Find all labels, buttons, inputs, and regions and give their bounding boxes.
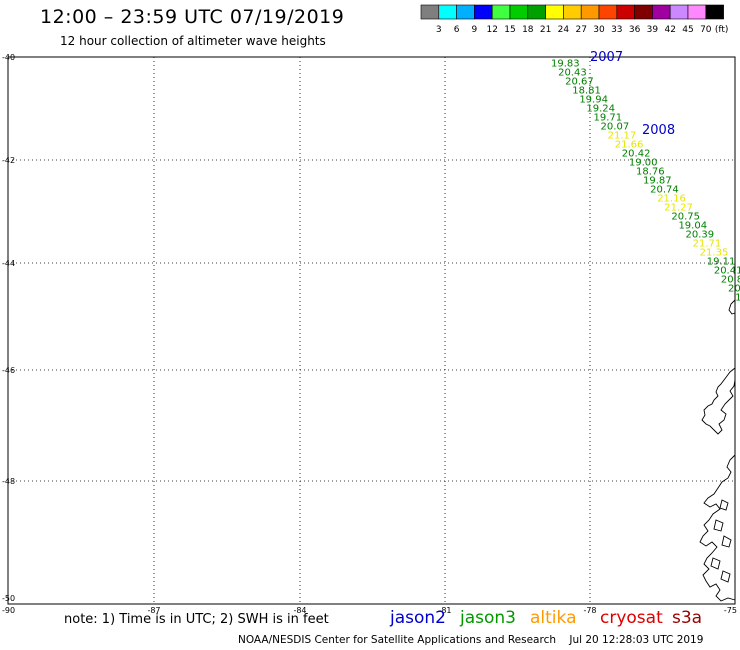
- latitude-tick-label: -44: [2, 259, 15, 268]
- latitude-tick-label: -40: [2, 53, 15, 62]
- satellite-legend-cryosat: cryosat: [600, 608, 663, 628]
- color-scale-label: 42: [664, 25, 675, 35]
- wave-height-value: 21.27: [664, 202, 693, 213]
- wave-height-value: 20.8: [721, 274, 740, 285]
- map-subtitle: 12 hour collection of altimeter wave hei…: [60, 34, 326, 48]
- color-scale-label: 33: [611, 25, 622, 35]
- color-scale-legend: 3 6 9 12 15 18 21 24 27 30 33 36 39 42 45 70 (ft): [420, 4, 729, 35]
- longitude-tick-label: -87: [147, 606, 160, 615]
- color-scale-label: 18: [522, 25, 534, 35]
- map-title: 12:00 – 23:59 UTC 07/19/2019: [40, 6, 345, 28]
- color-scale-label: 21: [540, 25, 551, 35]
- pass-number-label: 2007: [590, 50, 623, 65]
- satellite-legend-jason3: jason3: [460, 608, 516, 628]
- wave-height-value: 20.75: [671, 211, 700, 222]
- wave-height-value: 21.66: [615, 139, 644, 150]
- coastline-segment: [719, 499, 729, 511]
- satellite-legend-altika: altika: [530, 608, 577, 628]
- wave-height-value: 20.74: [650, 184, 679, 195]
- wave-height-value: 21.17: [608, 130, 637, 141]
- color-scale-label: 45: [682, 25, 693, 35]
- color-scale-label: 30: [593, 25, 605, 35]
- longitude-tick-label: -90: [2, 606, 15, 615]
- color-swatch: [705, 4, 724, 20]
- wave-height-value: 20.67: [565, 76, 594, 87]
- wave-height-value: 19.94: [579, 94, 608, 105]
- wave-height-value: 20.: [728, 283, 740, 294]
- coastline-segment: [699, 454, 736, 602]
- satellite-legend-s3a: s3a: [672, 608, 703, 628]
- pass-number-label: 2008: [642, 123, 675, 138]
- longitude-tick-label: -75: [724, 606, 737, 615]
- color-scale-label: 15: [504, 25, 515, 35]
- coastline-segment: [713, 519, 724, 532]
- coastline-segment: [710, 557, 721, 570]
- wave-height-value: 19.04: [678, 220, 707, 231]
- color-scale-label: 3: [436, 25, 442, 35]
- color-scale-label: 36: [629, 25, 641, 35]
- wave-height-value: 18.76: [636, 166, 665, 177]
- altimeter-wave-height-labels: 19.8320.4320.6718.8119.9419.2419.7120.07…: [551, 50, 740, 304]
- wave-height-value: 18.81: [572, 85, 601, 96]
- color-scale-label: 27: [575, 25, 586, 35]
- color-scale-label: 6: [454, 25, 460, 35]
- footer-note: note: 1) Time is in UTC; 2) SWH is in fe…: [64, 612, 329, 627]
- longitude-tick-label: -81: [438, 606, 451, 615]
- wave-height-value: 19.11: [707, 256, 736, 267]
- wave-height-value: 20.39: [686, 229, 715, 240]
- coastline-segment: [701, 367, 736, 435]
- credit-line: NOAA/NESDIS Center for Satellite Applica…: [238, 634, 704, 646]
- wave-height-value: 19.24: [586, 103, 615, 114]
- longitude-tick-label: -84: [293, 606, 306, 615]
- wave-height-value: 21.35: [700, 247, 729, 258]
- color-scale-label: 9: [472, 25, 478, 35]
- latitude-tick-label: -46: [2, 366, 15, 375]
- wave-height-value: 19.71: [593, 112, 622, 123]
- wave-height-value: 19.00: [629, 157, 658, 168]
- wave-height-value: 18: [735, 292, 740, 303]
- map-frame: [7, 56, 736, 605]
- satellite-legend-jason2: jason2: [390, 608, 446, 628]
- wave-height-value: 21.71: [693, 238, 722, 249]
- wave-height-value: 20.07: [601, 121, 630, 132]
- wave-height-value: 20.42: [622, 148, 651, 159]
- color-scale-label: 39: [647, 25, 659, 35]
- color-scale-label: 24: [558, 25, 570, 35]
- latitude-tick-label: -50: [2, 594, 15, 603]
- wave-height-value: 20.43: [558, 67, 587, 78]
- wave-height-value: 19.83: [551, 58, 580, 69]
- color-scale-label: 12: [486, 25, 497, 35]
- color-scale-label: 70: [700, 25, 712, 35]
- color-scale-unit: (ft): [715, 25, 729, 35]
- coastline-segment: [728, 299, 736, 315]
- latitude-tick-label: -42: [2, 156, 15, 165]
- latitude-tick-label: -48: [2, 477, 15, 486]
- wave-height-value: 21.16: [657, 193, 686, 204]
- axis-tick-labels: -40 -42 -44 -46 -48 -50 -90 -87 -84 -81 -78 -75: [2, 53, 737, 615]
- longitude-tick-label: -78: [583, 606, 596, 615]
- coastline-segment: [721, 535, 732, 548]
- wave-height-value: 19.87: [643, 175, 672, 186]
- wave-height-value: 20.41: [714, 265, 740, 276]
- coastline-chile: [699, 299, 736, 602]
- coastline-segment: [720, 570, 731, 583]
